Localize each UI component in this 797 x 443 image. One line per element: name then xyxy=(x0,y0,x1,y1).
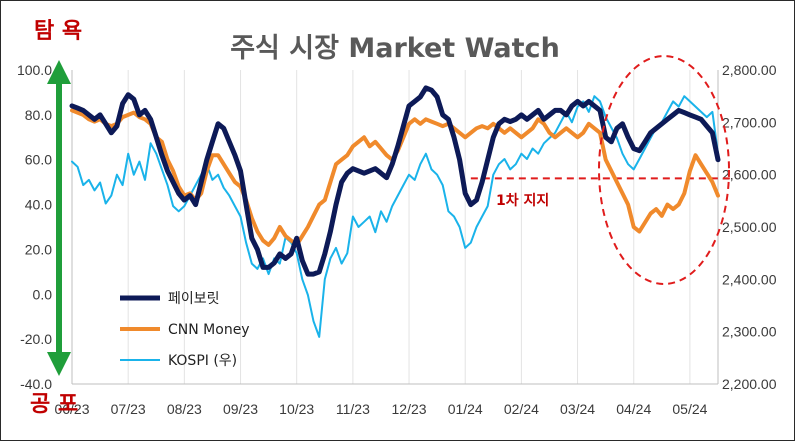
x-tick-label: 01/24 xyxy=(448,401,483,417)
left-tick-label: -20.0 xyxy=(20,331,52,347)
arrow-head-down xyxy=(47,352,71,376)
series-line xyxy=(71,95,719,338)
legend-label: KOSPI (우) xyxy=(168,353,237,369)
left-tick-label: 40.0 xyxy=(25,197,52,213)
left-tick-label: 0.0 xyxy=(33,286,53,302)
left-tick-label: 60.0 xyxy=(25,152,52,168)
legend: 페이보릿 CNN Money KOSPI (우) xyxy=(120,291,250,369)
right-tick-label: 2,400.00 xyxy=(722,271,777,287)
left-tick-label: 20.0 xyxy=(25,241,52,257)
x-tick-label: 03/24 xyxy=(560,401,595,417)
left-tick-label: 100.0 xyxy=(17,62,52,78)
axes xyxy=(71,70,719,385)
x-tick-label: 12/23 xyxy=(392,401,427,417)
x-tick-label: 05/24 xyxy=(672,401,707,417)
x-tick-label: 04/24 xyxy=(616,401,651,417)
x-tick-label: 10/23 xyxy=(279,401,314,417)
fear-greed-arrow xyxy=(47,60,71,376)
x-tick-label: 02/24 xyxy=(504,401,539,417)
legend-label: 페이보릿 xyxy=(168,291,220,307)
support-annotation: 1차 지지 xyxy=(496,193,549,209)
right-tick-label: 2,800.00 xyxy=(722,62,777,78)
right-tick-label: 2,200.00 xyxy=(722,376,777,392)
right-tick-label: 2,300.00 xyxy=(722,324,777,340)
x-tick-label: 06/23 xyxy=(54,401,89,417)
series-line xyxy=(69,85,721,277)
right-y-axis-ticks: 2,800.00 2,700.00 2,600.00 2,500.00 2,400.00… xyxy=(722,62,777,392)
vertical-gridlines xyxy=(71,70,691,384)
right-tick-label: 2,700.00 xyxy=(722,114,777,130)
series-lines xyxy=(69,85,721,338)
arrow-head-up xyxy=(47,60,71,84)
x-tick-label: 11/23 xyxy=(336,401,370,417)
left-tick-label: 80.0 xyxy=(25,107,52,123)
fear-label: 공 포 xyxy=(30,392,78,417)
x-tick-label: 09/23 xyxy=(223,401,258,417)
greed-label: 탐 욕 xyxy=(34,19,82,44)
right-tick-label: 2,600.00 xyxy=(722,167,777,183)
x-axis-ticks: 06/23 07/23 08/23 09/23 10/23 11/23 12/23 01/24… xyxy=(54,401,707,417)
left-tick-label: -40.0 xyxy=(20,376,52,392)
legend-label: CNN Money xyxy=(168,322,250,338)
x-tick-label: 07/23 xyxy=(111,401,146,417)
x-tick-label: 08/23 xyxy=(167,401,202,417)
left-y-axis-ticks: 100.0 80.0 60.0 40.0 20.0 0.0 -20.0 -40.0 xyxy=(17,62,52,392)
highlight-ellipse xyxy=(598,55,730,285)
right-tick-label: 2,500.00 xyxy=(722,219,777,235)
chart-title: 주식 시장 Market Watch xyxy=(230,33,560,64)
